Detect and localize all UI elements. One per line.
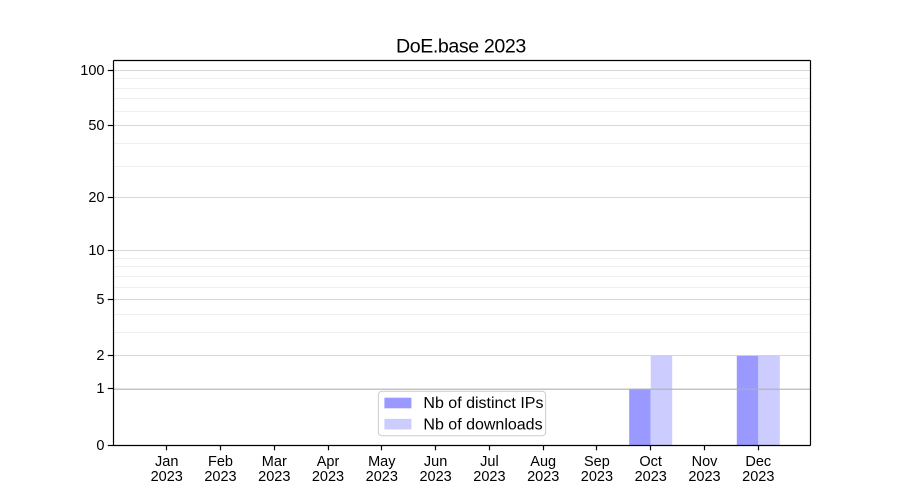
svg-text:Nb of distinct IPs: Nb of distinct IPs xyxy=(423,395,543,412)
svg-text:Oct: Oct xyxy=(639,454,662,470)
svg-text:2023: 2023 xyxy=(527,469,559,485)
svg-text:Jul: Jul xyxy=(480,454,499,470)
svg-text:100: 100 xyxy=(80,63,104,79)
svg-text:2023: 2023 xyxy=(635,469,667,485)
svg-text:20: 20 xyxy=(88,190,104,206)
svg-text:Dec: Dec xyxy=(745,454,771,470)
svg-text:Apr: Apr xyxy=(317,454,340,470)
svg-text:2: 2 xyxy=(96,348,104,364)
svg-text:2023: 2023 xyxy=(204,469,236,485)
svg-text:Nov: Nov xyxy=(692,454,719,470)
svg-text:Sep: Sep xyxy=(584,454,610,470)
svg-text:Jun: Jun xyxy=(424,454,447,470)
svg-text:Jan: Jan xyxy=(155,454,178,470)
svg-text:DoE.base 2023: DoE.base 2023 xyxy=(396,36,526,58)
svg-text:2023: 2023 xyxy=(688,469,720,485)
svg-text:2023: 2023 xyxy=(151,469,183,485)
svg-text:Aug: Aug xyxy=(530,454,556,470)
svg-text:2023: 2023 xyxy=(473,469,505,485)
svg-text:Mar: Mar xyxy=(262,454,287,470)
svg-text:May: May xyxy=(368,454,396,470)
svg-text:Feb: Feb xyxy=(208,454,233,470)
svg-text:50: 50 xyxy=(88,118,104,134)
svg-text:2023: 2023 xyxy=(312,469,344,485)
svg-text:2023: 2023 xyxy=(258,469,290,485)
svg-text:1: 1 xyxy=(96,381,104,397)
svg-text:2023: 2023 xyxy=(581,469,613,485)
svg-text:2023: 2023 xyxy=(366,469,398,485)
svg-text:Nb of downloads: Nb of downloads xyxy=(423,416,542,433)
svg-text:2023: 2023 xyxy=(742,469,774,485)
svg-text:10: 10 xyxy=(88,243,104,259)
svg-text:2023: 2023 xyxy=(419,469,451,485)
svg-text:5: 5 xyxy=(96,292,104,308)
svg-text:0: 0 xyxy=(96,438,104,454)
